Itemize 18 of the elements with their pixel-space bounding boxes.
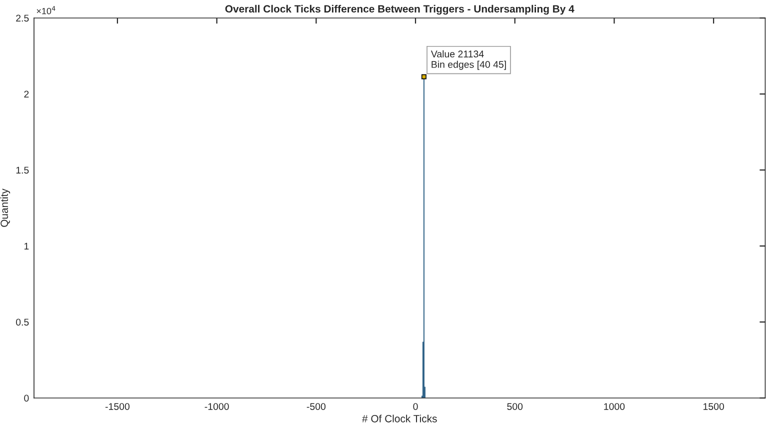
text: ×10$^{4}$ [36, 6, 56, 14]
x-tick-label: 1500 [704, 403, 724, 410]
y-tick-label: 2 [24, 90, 29, 98]
y-tick-label: 0.5 [16, 318, 29, 326]
y-tick-label: 0 [24, 394, 29, 402]
x-tick-label: -1000 [204, 403, 229, 410]
x-tick-label: 1000 [604, 403, 625, 410]
y-tick-label: 2.5 [16, 14, 29, 22]
y-tick-label: 1 [24, 242, 29, 250]
x-tick-label: -1500 [105, 403, 130, 410]
x-tick-label: -500 [306, 403, 326, 410]
chart-title: Overall Clock Ticks Difference Between Triggers - Undersampling By 4 [225, 4, 574, 15]
x-axis-title: # Of Clock Ticks [362, 414, 437, 422]
annotation: Value 21134 Bin edges [40 45] [430, 50, 506, 70]
x-tick-label: 500 [507, 403, 523, 410]
x-tick-label: 0 [413, 403, 418, 410]
y-tick-label: 1.5 [16, 166, 29, 174]
y-axis-title: Quantity [0, 188, 10, 227]
